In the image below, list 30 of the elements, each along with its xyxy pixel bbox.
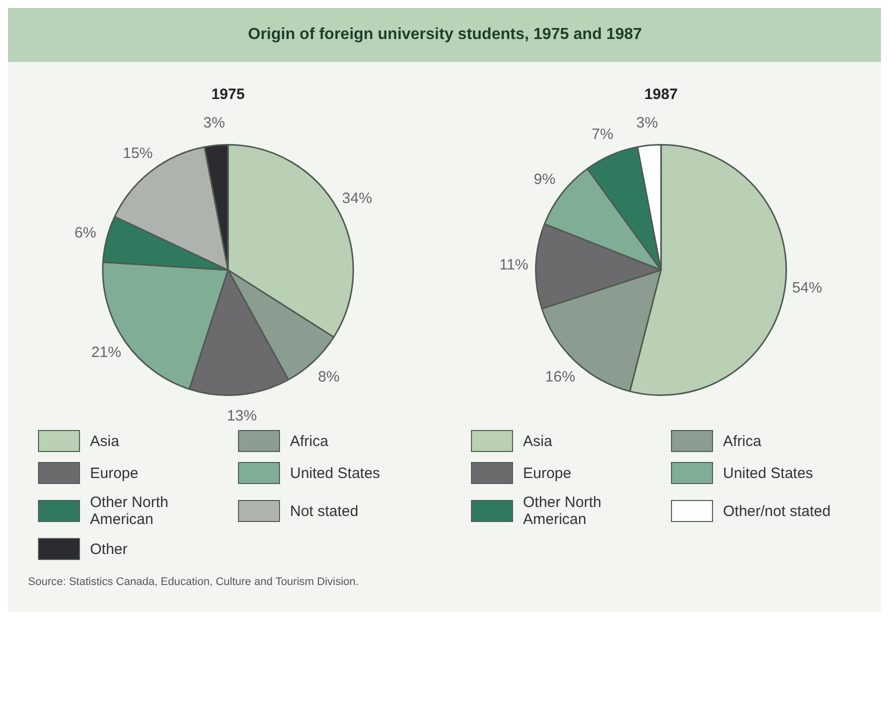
legend-label: Other <box>90 540 128 558</box>
legend-label: Asia <box>90 432 120 450</box>
legend-label: United States <box>290 464 380 482</box>
data-label: 34% <box>342 190 372 208</box>
data-label: 6% <box>74 224 96 242</box>
legend-label: United States <box>723 464 814 482</box>
data-label: 9% <box>534 170 556 188</box>
legend-label: Africa <box>290 432 328 450</box>
text: Origin of foreign university students, 1975 and 1987 <box>8 8 881 62</box>
chart-subtitle: 1975 <box>211 86 245 104</box>
legend-label: Africa <box>723 432 762 450</box>
legend-label: Europe <box>90 464 138 482</box>
legend-label: Asia <box>523 432 552 450</box>
data-label: 54% <box>792 280 822 297</box>
data-label: 13% <box>226 408 257 425</box>
legend-label: Other/not stated <box>723 502 831 520</box>
legend-label: Europe <box>523 464 572 482</box>
data-label: 21% <box>91 344 122 361</box>
data-label: 3% <box>636 114 658 132</box>
data-label: 16% <box>545 368 576 386</box>
data-label: 3% <box>203 114 225 132</box>
data-label: 11% <box>499 256 528 274</box>
legend-label: Other North American <box>523 494 602 528</box>
chart-subtitle: 1987 <box>644 86 678 104</box>
source-note: Source: Statistics Canada, Education, Culture and Tourism Division. <box>27 575 360 590</box>
legend-label: Not stated <box>290 502 358 520</box>
legend-label: Other North American <box>90 494 170 528</box>
data-label: 15% <box>122 144 153 162</box>
data-label: 7% <box>592 126 614 143</box>
data-label: 8% <box>318 368 340 386</box>
